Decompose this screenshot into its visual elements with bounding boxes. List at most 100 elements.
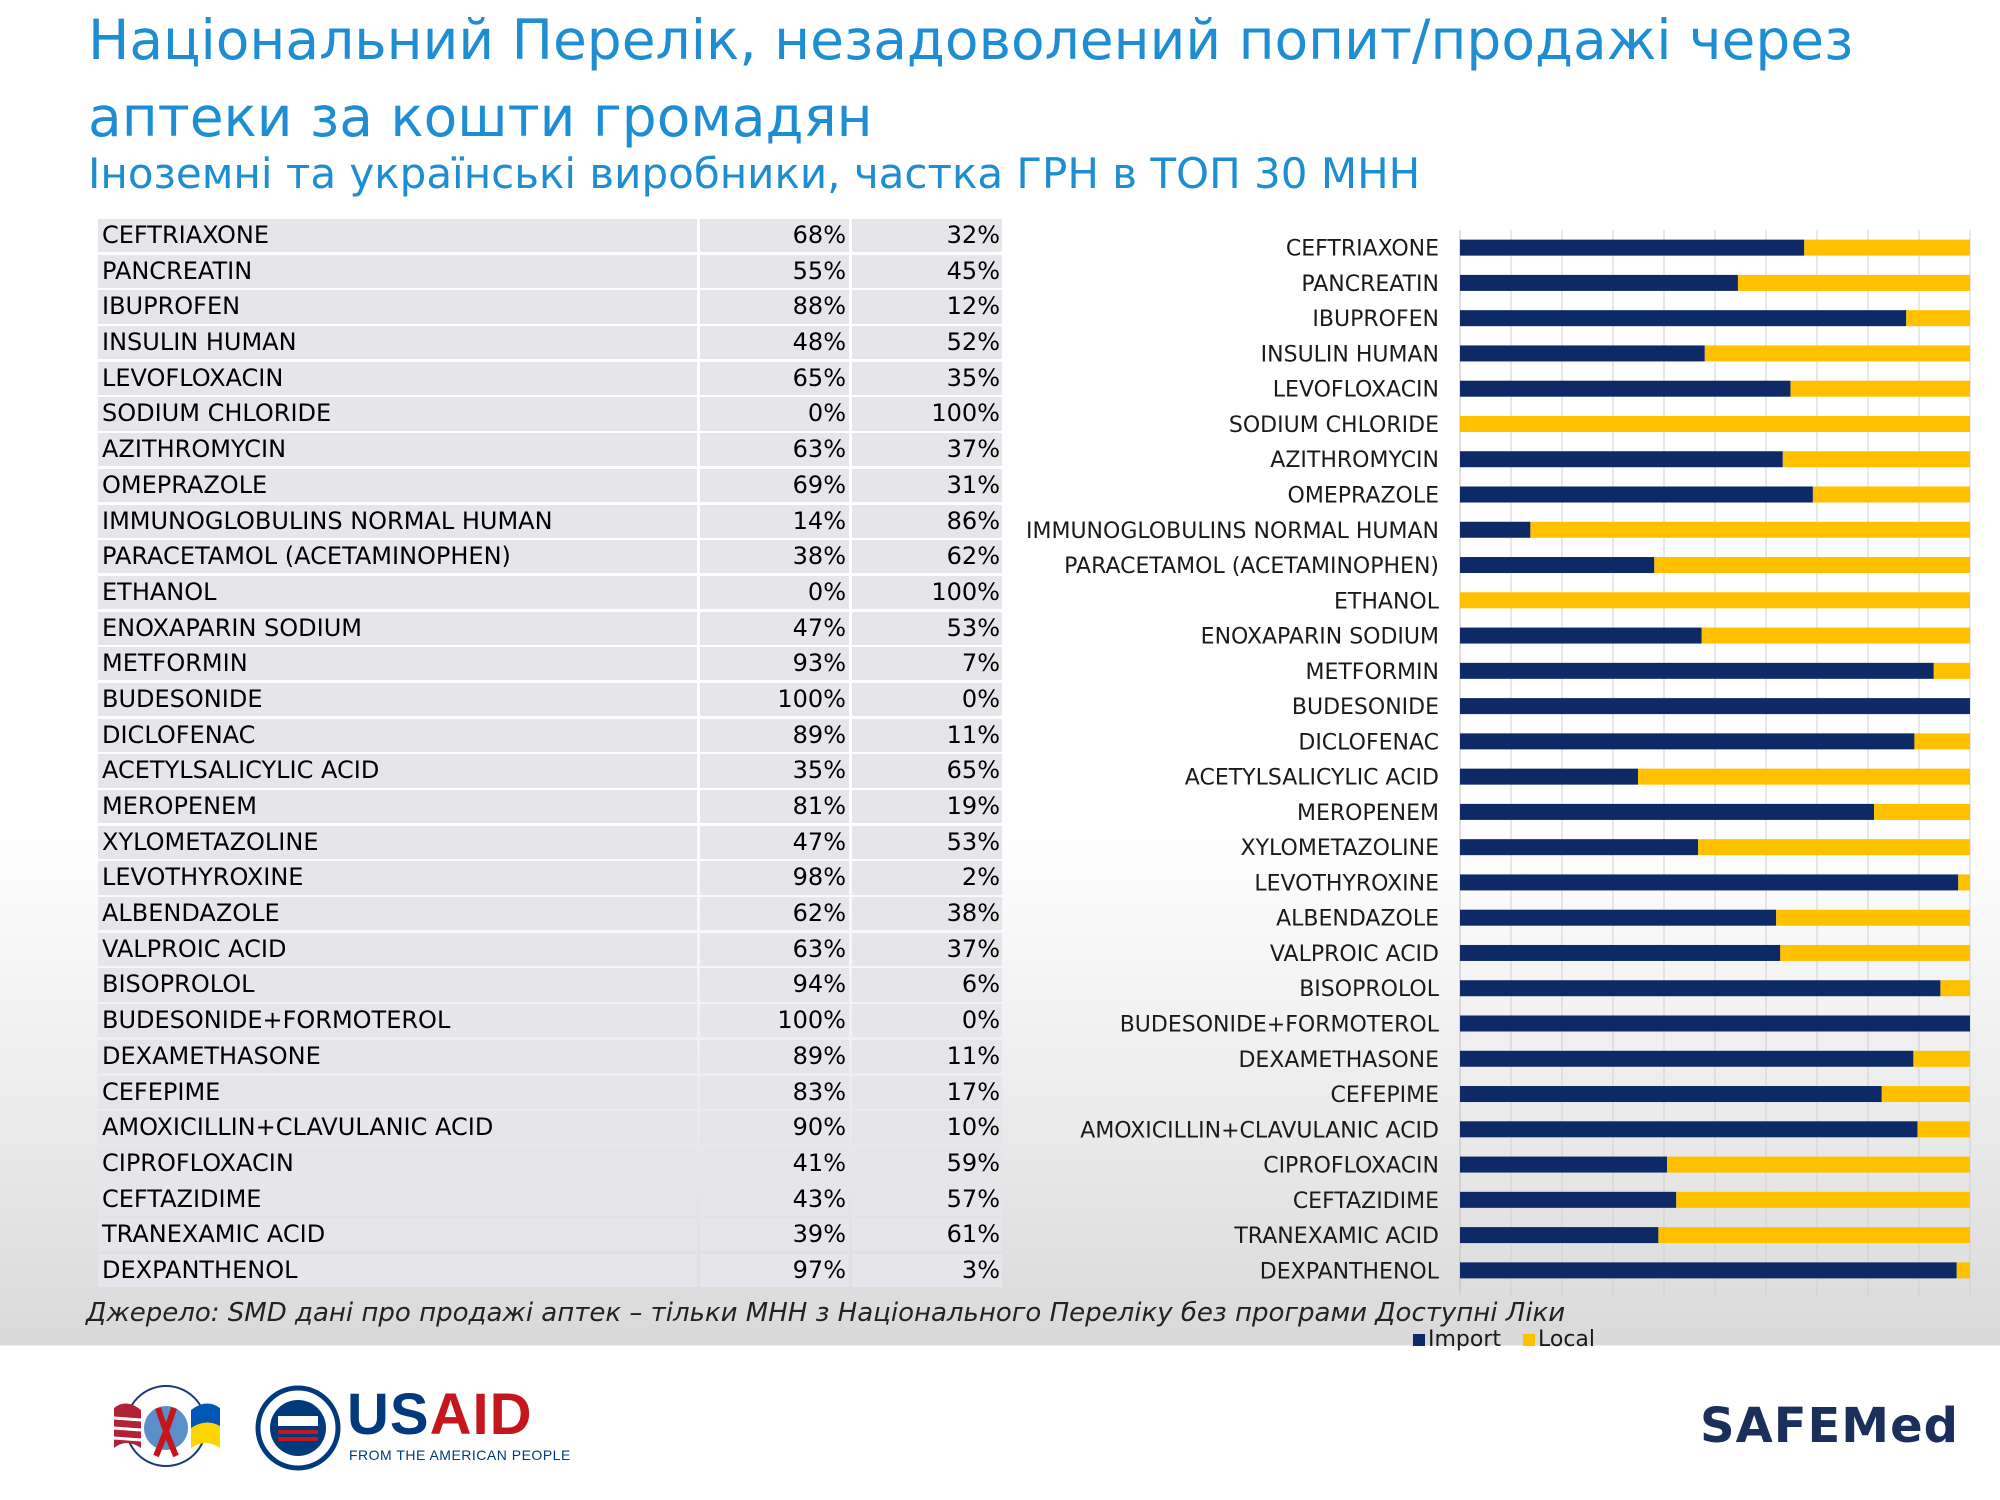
table-row: BISOPROLOL 94% 6%: [98, 968, 1002, 1004]
table-row: LEVOFLOXACIN 65% 35%: [98, 361, 1002, 398]
table-row: METFORMIN 93% 7%: [98, 647, 1002, 683]
usaid-logo: USAID: [347, 1385, 532, 1445]
bar-import: [1460, 944, 1781, 961]
bar-local: [1790, 380, 1970, 397]
bar-local: [1874, 803, 1970, 820]
usaid-logo-part1: US: [347, 1382, 430, 1447]
bar-local: [1776, 909, 1970, 926]
usaid-logo-part2: AID: [429, 1382, 533, 1447]
bar-import: [1460, 662, 1934, 679]
category-label: BUDESONIDE: [1292, 695, 1439, 720]
table-row: ACETYLSALICYLIC ACID 35% 65%: [98, 754, 1002, 790]
category-label: INSULIN HUMAN: [1261, 342, 1439, 367]
table-row: BUDESONIDE 100% 0%: [98, 682, 1002, 719]
table-row: DEXPANTHENOL 97% 3%: [98, 1253, 1002, 1290]
category-label: CEFTRIAXONE: [1286, 237, 1439, 262]
bar-import: [1460, 1191, 1677, 1208]
bar-import: [1460, 239, 1805, 256]
table-cell-name: DEXAMETHASONE: [98, 1039, 697, 1073]
category-label: CEFTAZIDIME: [1293, 1189, 1439, 1214]
table-cell-local: 19%: [852, 790, 1002, 824]
table-cell-local: 2%: [852, 861, 1002, 895]
stacked-bar-chart: CEFTRIAXONE PANCREATIN IBUPROFEN INSULIN HU…: [1026, 230, 1971, 1352]
category-label: CIPROFLOXACIN: [1263, 1154, 1439, 1179]
table-cell-local: 86%: [852, 504, 1002, 538]
table-cell-import: 69%: [700, 468, 849, 502]
bar-import: [1460, 1262, 1957, 1279]
bar-import: [1460, 1050, 1914, 1067]
table-cell-name: DICLOFENAC: [98, 718, 697, 752]
table-row: AMOXICILLIN+CLAVULANIC ACID 90% 10%: [98, 1111, 1002, 1147]
table-cell-local: 11%: [852, 1039, 1002, 1073]
bar-import: [1460, 1227, 1659, 1244]
bar-import: [1460, 909, 1777, 926]
table-cell-name: SODIUM CHLORIDE: [98, 397, 697, 431]
bar-import: [1460, 345, 1705, 362]
category-label: LEVOFLOXACIN: [1273, 378, 1439, 403]
bar-import: [1460, 980, 1941, 997]
table-cell-import: 81%: [700, 790, 849, 824]
bar-import: [1460, 733, 1915, 750]
bar-local: [1914, 733, 1970, 750]
data-table: CEFTRIAXONE 68% 32% PANCREATIN 55% 45% IBUPROF…: [98, 219, 1002, 1290]
bar-import: [1460, 839, 1699, 856]
table-cell-name: IMMUNOGLOBULINS NORMAL HUMAN: [98, 504, 697, 538]
table-cell-import: 0%: [700, 397, 849, 431]
usaid-tagline: FROM THE AMERICAN PEOPLE: [349, 1447, 571, 1463]
table-cell-import: 0%: [700, 575, 849, 610]
table-cell-local: 31%: [852, 468, 1002, 502]
category-label: MEROPENEM: [1297, 801, 1439, 826]
category-label: BISOPROLOL: [1299, 977, 1440, 1002]
table-cell-local: 17%: [852, 1075, 1002, 1109]
table-row: CIPROFLOXACIN 41% 59%: [98, 1146, 1002, 1183]
table-cell-local: 45%: [852, 254, 1002, 288]
legend-swatch: [1523, 1334, 1535, 1346]
category-label: SODIUM CHLORIDE: [1229, 413, 1439, 438]
table-cell-import: 63%: [700, 932, 849, 966]
table-cell-import: 38%: [700, 540, 849, 574]
bar-import: [1460, 768, 1638, 785]
table-cell-import: 68%: [700, 219, 849, 253]
table-row: ENOXAPARIN SODIUM 47% 53%: [98, 611, 1002, 648]
table-cell-name: ETHANOL: [98, 575, 697, 610]
bar-local: [1782, 451, 1970, 468]
bar-local: [1804, 239, 1970, 256]
table-row: IBUPROFEN 88% 12%: [98, 290, 1002, 326]
source-note: Джерело: SMD дані про продажі аптек – ті…: [86, 1298, 1566, 1328]
bar-import: [1460, 1086, 1882, 1103]
table-cell-import: 65%: [700, 361, 849, 395]
bar-local: [1658, 1227, 1970, 1244]
table-cell-name: AZITHROMYCIN: [98, 433, 697, 467]
table-cell-name: ENOXAPARIN SODIUM: [98, 611, 697, 645]
bar-import: [1460, 486, 1813, 503]
table-cell-name: BUDESONIDE+FORMOTEROL: [98, 1004, 697, 1038]
bar-local: [1933, 662, 1970, 679]
table-cell-import: 43%: [700, 1182, 849, 1216]
category-label: AZITHROMYCIN: [1270, 448, 1439, 473]
category-label: CEFEPIME: [1331, 1083, 1439, 1108]
category-label: IBUPROFEN: [1312, 307, 1439, 332]
table-row: DEXAMETHASONE 89% 11%: [98, 1039, 1002, 1076]
bar-local: [1881, 1086, 1970, 1103]
table-row: ALBENDAZOLE 62% 38%: [98, 897, 1002, 933]
table-row: BUDESONIDE+FORMOTEROL 100% 0%: [98, 1004, 1002, 1040]
category-label: ALBENDAZOLE: [1276, 907, 1439, 932]
category-label: DICLOFENAC: [1298, 730, 1439, 755]
category-label: ENOXAPARIN SODIUM: [1201, 625, 1439, 650]
bar-import: [1460, 274, 1738, 291]
category-label: TRANEXAMIC ACID: [1233, 1224, 1439, 1249]
footer-logos: [113, 1385, 341, 1471]
category-label: IMMUNOGLOBULINS NORMAL HUMAN: [1026, 519, 1439, 544]
table-row: TRANEXAMIC ACID 39% 61%: [98, 1218, 1002, 1254]
table-cell-local: 6%: [852, 968, 1002, 1002]
table-cell-local: 57%: [852, 1182, 1002, 1216]
table-cell-name: DEXPANTHENOL: [98, 1253, 697, 1288]
category-label: ETHANOL: [1334, 589, 1440, 614]
table-row: INSULIN HUMAN 48% 52%: [98, 326, 1002, 362]
table-cell-name: OMEPRAZOLE: [98, 468, 697, 502]
bar-import: [1460, 1156, 1668, 1173]
table-cell-local: 61%: [852, 1218, 1002, 1252]
ribbon-emblem-icon: [113, 1385, 220, 1467]
table-cell-import: 47%: [700, 825, 849, 859]
bar-local: [1812, 486, 1970, 503]
